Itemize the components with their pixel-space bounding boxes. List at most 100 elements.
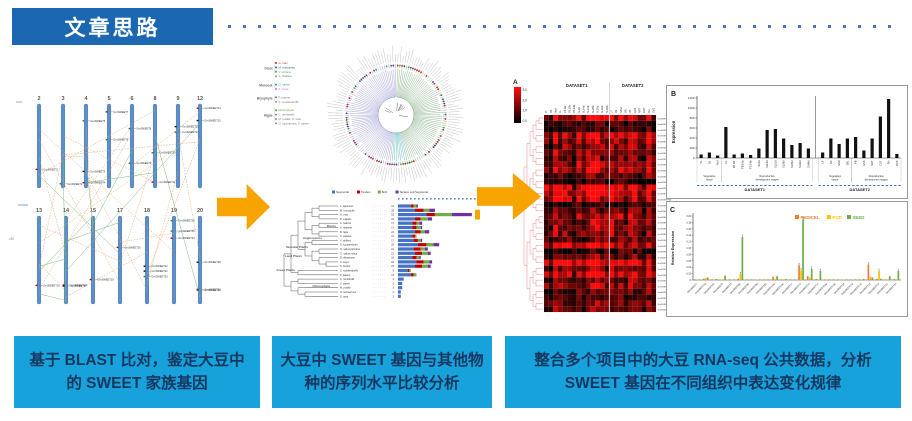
divider-dotted-line xyxy=(228,25,892,28)
svg-text:DATASET2: DATASET2 xyxy=(849,187,870,192)
svg-text:O. sativa: O. sativa xyxy=(279,83,290,87)
svg-text:DATASET2: DATASET2 xyxy=(622,83,644,88)
svg-text:0.18: 0.18 xyxy=(686,221,691,224)
svg-text:GmSWEET24: GmSWEET24 xyxy=(178,236,195,240)
svg-text:SL14d: SL14d xyxy=(765,160,769,168)
svg-text:C. reinhardtii: C. reinhardtii xyxy=(340,278,355,281)
svg-text:Bryophyte: Bryophyte xyxy=(257,96,273,100)
svg-text:GmSWEET29: GmSWEET29 xyxy=(204,260,221,264)
svg-text:LF: LF xyxy=(610,110,613,113)
svg-text:24: 24 xyxy=(391,261,394,264)
svg-text:22: 22 xyxy=(391,231,394,234)
step-text-3: 整合多个项目中的大豆 RNA-seq 公共数据，分析 SWEET 基因在不同组织… xyxy=(534,351,872,392)
svg-text:PS.14b: PS.14b xyxy=(573,104,576,113)
svg-text:B. distachyon: B. distachyon xyxy=(340,257,356,260)
svg-text:1000: 1000 xyxy=(688,106,695,110)
svg-text:52: 52 xyxy=(391,214,394,217)
svg-text:0.02: 0.02 xyxy=(686,273,691,276)
svg-text:M. truncatula: M. truncatula xyxy=(279,65,296,69)
svg-text:GmSWEET1a: GmSWEET1a xyxy=(658,118,673,120)
svg-text:GmSWEET8: GmSWEET8 xyxy=(136,127,151,131)
figure-synteny-map: 2 3 4 5 6 8 9 12 13 14 15 17 18 19 20 GmSWEET1 GmSWEET2 G… xyxy=(9,96,221,305)
svg-text:M. truncatula: M. truncatula xyxy=(340,209,355,212)
step-text-1: 基于 BLAST 比对，鉴定大豆中的 SWEET 家族基因 xyxy=(29,351,245,392)
svg-text:GmSWEET15b: GmSWEET15b xyxy=(658,257,674,259)
relative-expression-bar-chart: C 0 0.02 0.04 0.06 0.08 0.10 0.12 0.14 0.16 0.18 0.… xyxy=(670,207,901,296)
svg-text:26: 26 xyxy=(391,209,394,212)
svg-text:Reproductive: Reproductive xyxy=(869,174,885,178)
svg-text:FB.1br: FB.1br xyxy=(732,160,736,168)
svg-text:R1: R1 xyxy=(707,160,711,164)
svg-text:17: 17 xyxy=(117,208,123,214)
svg-text:A: A xyxy=(513,79,518,86)
svg-text:O. lucimarinus: O. lucimarinus xyxy=(340,291,357,294)
svg-text:GmSWEET20: GmSWEET20 xyxy=(658,298,673,300)
svg-text:800: 800 xyxy=(690,116,695,120)
svg-text:COT: COT xyxy=(878,160,882,166)
svg-text:L. japonicus: L. japonicus xyxy=(340,205,354,208)
svg-text:cM: cM xyxy=(9,237,14,241)
svg-text:COT: COT xyxy=(643,107,646,113)
svg-text:G. max: G. max xyxy=(340,214,349,217)
step-text-2: 大豆中 SWEET 基因与其他物种的序列水平比较分析 xyxy=(280,351,484,392)
svg-text:Nod: Nod xyxy=(554,108,557,113)
svg-text:tissue: tissue xyxy=(706,178,713,182)
svg-text:GmSWEET10: GmSWEET10 xyxy=(159,151,176,155)
svg-text:GmSWEET9: GmSWEET9 xyxy=(136,161,151,165)
svg-text:GmSWEET6a: GmSWEET6a xyxy=(658,170,673,172)
svg-text:GmSWEET13a: GmSWEET13a xyxy=(658,234,674,236)
svg-text:SBL: SBL xyxy=(624,108,627,113)
svg-text:SL49d: SL49d xyxy=(606,105,609,113)
svg-text:1.0: 1.0 xyxy=(523,109,528,113)
svg-text:GmSWEET27: GmSWEET27 xyxy=(204,287,221,291)
svg-text:DVS: DVS xyxy=(895,160,899,166)
svg-text:GmSWEET9a: GmSWEET9a xyxy=(658,194,673,196)
svg-text:POD: POD xyxy=(832,215,842,220)
svg-text:4: 4 xyxy=(84,96,88,102)
svg-text:GmSWEET23: GmSWEET23 xyxy=(151,275,168,279)
svg-text:NRT: NRT xyxy=(870,160,874,166)
svg-text:Flo: Flo xyxy=(648,109,651,113)
svg-text:GmSWEET1: GmSWEET1 xyxy=(687,283,698,294)
svg-text:Both: Both xyxy=(382,190,388,194)
svg-text:0.04: 0.04 xyxy=(686,266,691,269)
svg-text:0.0: 0.0 xyxy=(523,119,528,123)
svg-text:1200: 1200 xyxy=(688,96,695,100)
svg-text:2: 2 xyxy=(37,96,40,102)
svg-text:GmSWEET5: GmSWEET5 xyxy=(90,119,105,123)
svg-text:GmSWEET15a: GmSWEET15a xyxy=(658,252,674,254)
svg-text:PS.14b: PS.14b xyxy=(749,160,753,169)
svg-text:GmSWEET18: GmSWEET18 xyxy=(658,281,673,283)
svg-text:P. patens: P. patens xyxy=(340,274,351,277)
svg-text:B: B xyxy=(671,91,676,98)
svg-text:FL: FL xyxy=(724,160,728,164)
svg-text:20: 20 xyxy=(197,208,203,214)
svg-text:13: 13 xyxy=(391,235,394,238)
svg-text:GmSWEET3b: GmSWEET3b xyxy=(658,147,673,149)
svg-text:S. moellendorffii: S. moellendorffii xyxy=(340,270,358,273)
svg-text:SL28d: SL28d xyxy=(782,160,786,168)
flow-arrow-icon xyxy=(217,184,270,230)
svg-text:O. lucimarinus, V. carteri: O. lucimarinus, V. carteri xyxy=(279,121,310,125)
svg-text:GmSWEET9b: GmSWEET9b xyxy=(658,199,673,201)
svg-text:SL9d: SL9d xyxy=(578,107,581,113)
step-box-2: 大豆中 SWEET 基因与其他物种的序列水平比较分析 xyxy=(272,336,492,408)
svg-text:Algae: Algae xyxy=(264,113,273,117)
svg-text:M. pusilla, O. tauri: M. pusilla, O. tauri xyxy=(279,117,302,121)
svg-text:P. vulgaris: P. vulgaris xyxy=(340,218,352,221)
svg-text:8: 8 xyxy=(153,96,156,102)
svg-text:A. thaliana: A. thaliana xyxy=(340,227,352,230)
svg-text:GmSWEET11: GmSWEET11 xyxy=(159,180,176,184)
svg-text:14: 14 xyxy=(63,208,70,214)
svg-text:GmSWEET2b: GmSWEET2b xyxy=(658,136,673,138)
svg-text:C. reinhardtii: C. reinhardtii xyxy=(279,113,295,117)
svg-text:GmSWEET13b: GmSWEET13b xyxy=(658,240,674,242)
svg-text:12: 12 xyxy=(197,96,203,102)
svg-text:GmSWEET12a: GmSWEET12a xyxy=(658,223,674,225)
page-title-banner: 文章思路 xyxy=(12,8,213,45)
svg-text:GmSWEET14: GmSWEET14 xyxy=(204,106,221,110)
svg-text:GmSWEET3a: GmSWEET3a xyxy=(658,142,673,144)
svg-text:PEDICEL: PEDICEL xyxy=(801,215,820,220)
svg-text:GmSWEET10b: GmSWEET10b xyxy=(658,211,674,213)
